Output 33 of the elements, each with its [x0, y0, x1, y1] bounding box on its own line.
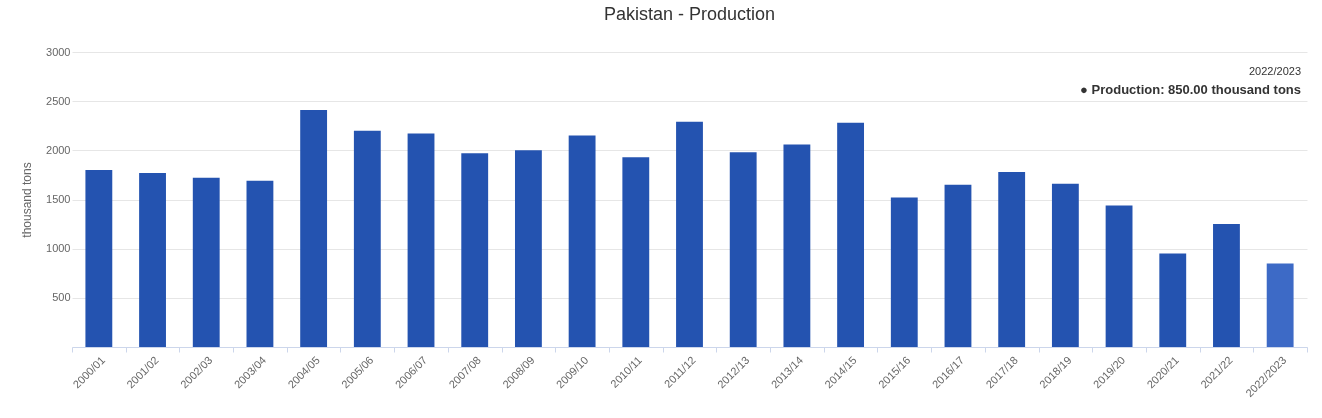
bar [568, 135, 596, 347]
bar [1105, 205, 1133, 347]
bar [407, 133, 435, 347]
bar [1213, 224, 1240, 347]
bar [729, 152, 757, 347]
y-tick-label: 500 [52, 291, 71, 304]
bar [676, 121, 703, 347]
y-tick-label: 3000 [46, 45, 71, 58]
bar [998, 171, 1026, 347]
y-axis-title: thousand tons [20, 162, 35, 238]
bar [246, 180, 274, 347]
bar [1159, 253, 1187, 347]
bar [890, 197, 918, 347]
chart-title: Pakistan - Production [603, 4, 776, 24]
y-tick-label: 1500 [46, 193, 71, 205]
y-tick-label: 1000 [46, 242, 71, 255]
bar [1266, 263, 1294, 347]
bar [622, 157, 650, 347]
bar [85, 170, 113, 347]
bar [837, 122, 865, 347]
bar [353, 130, 381, 347]
annotation: 2022/2023 [1249, 65, 1301, 77]
bar [139, 172, 166, 347]
bar [1051, 183, 1079, 347]
bar [944, 184, 972, 347]
y-tick-label: 2000 [46, 143, 71, 156]
y-tick-label: 2500 [46, 94, 71, 107]
bar [514, 150, 542, 347]
bar [461, 153, 489, 347]
bar [783, 144, 811, 347]
bar [300, 110, 328, 347]
bar [192, 177, 220, 347]
annotation: ● Production: 850.00 thousand tons [1080, 82, 1301, 97]
